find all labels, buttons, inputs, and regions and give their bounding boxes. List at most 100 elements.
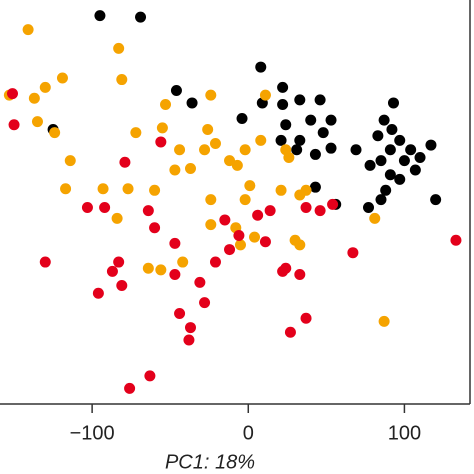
point bbox=[119, 156, 131, 168]
point bbox=[39, 256, 51, 268]
point bbox=[325, 142, 337, 154]
point bbox=[325, 114, 337, 126]
point bbox=[202, 123, 214, 135]
point bbox=[205, 219, 217, 231]
point bbox=[275, 134, 287, 146]
point bbox=[259, 236, 271, 248]
point bbox=[425, 139, 437, 151]
point bbox=[378, 315, 390, 327]
point bbox=[28, 92, 40, 104]
point bbox=[56, 72, 68, 84]
point bbox=[194, 276, 206, 288]
point bbox=[209, 256, 221, 268]
point bbox=[294, 189, 306, 201]
point bbox=[8, 119, 20, 131]
point bbox=[309, 181, 321, 193]
point bbox=[277, 99, 289, 111]
point bbox=[300, 312, 312, 324]
point bbox=[144, 370, 156, 382]
point bbox=[291, 144, 303, 156]
point bbox=[97, 183, 109, 195]
point bbox=[252, 209, 264, 221]
point bbox=[94, 10, 106, 22]
point bbox=[169, 164, 181, 176]
point bbox=[219, 214, 231, 226]
point bbox=[375, 155, 387, 167]
point bbox=[239, 194, 251, 206]
point bbox=[414, 152, 426, 164]
point bbox=[347, 247, 359, 259]
point bbox=[142, 262, 154, 274]
point bbox=[224, 244, 236, 256]
point bbox=[277, 265, 289, 277]
point bbox=[155, 264, 167, 276]
point bbox=[255, 134, 267, 146]
point bbox=[49, 127, 61, 139]
point bbox=[149, 222, 161, 234]
point bbox=[384, 144, 396, 156]
x-axis-label: PC1: 18% bbox=[165, 451, 255, 473]
point bbox=[280, 119, 292, 131]
point bbox=[199, 144, 211, 156]
point bbox=[275, 184, 287, 196]
point bbox=[314, 205, 326, 217]
point bbox=[244, 180, 256, 192]
point bbox=[294, 94, 306, 106]
point bbox=[184, 322, 196, 334]
point bbox=[174, 308, 186, 320]
point bbox=[309, 148, 321, 160]
point bbox=[294, 239, 306, 251]
point bbox=[380, 184, 392, 196]
point bbox=[160, 99, 172, 111]
point bbox=[39, 81, 51, 93]
point bbox=[363, 201, 375, 213]
point bbox=[233, 230, 245, 242]
point bbox=[259, 89, 271, 101]
point bbox=[300, 201, 312, 213]
point bbox=[450, 234, 462, 246]
point bbox=[130, 127, 142, 139]
point bbox=[387, 97, 399, 109]
point bbox=[205, 194, 217, 206]
point bbox=[116, 279, 128, 291]
point bbox=[249, 231, 261, 243]
point bbox=[283, 152, 295, 164]
point bbox=[394, 173, 406, 185]
point bbox=[142, 205, 154, 217]
point bbox=[405, 144, 417, 156]
x-tick-label: 0 bbox=[243, 422, 254, 444]
point bbox=[398, 155, 410, 167]
point bbox=[350, 144, 362, 156]
point bbox=[375, 194, 387, 206]
point bbox=[264, 205, 276, 217]
point bbox=[186, 97, 198, 109]
point bbox=[99, 201, 111, 213]
point bbox=[430, 194, 442, 206]
point bbox=[372, 130, 384, 142]
point bbox=[239, 144, 251, 156]
point bbox=[369, 212, 381, 224]
point bbox=[60, 183, 72, 195]
point bbox=[122, 183, 134, 195]
point bbox=[409, 164, 421, 176]
point bbox=[294, 269, 306, 281]
point bbox=[116, 74, 128, 86]
point bbox=[317, 127, 329, 139]
point bbox=[364, 159, 376, 171]
point bbox=[184, 162, 196, 174]
point bbox=[183, 334, 195, 346]
point bbox=[169, 237, 181, 249]
point bbox=[81, 201, 93, 213]
point bbox=[135, 11, 147, 23]
point bbox=[111, 212, 123, 224]
point bbox=[236, 113, 248, 125]
point bbox=[177, 256, 189, 268]
x-tick-label: −100 bbox=[70, 422, 115, 444]
point bbox=[155, 136, 167, 148]
point bbox=[231, 159, 243, 171]
point bbox=[6, 88, 18, 100]
point bbox=[255, 61, 267, 73]
x-tick-label: 100 bbox=[388, 422, 421, 444]
